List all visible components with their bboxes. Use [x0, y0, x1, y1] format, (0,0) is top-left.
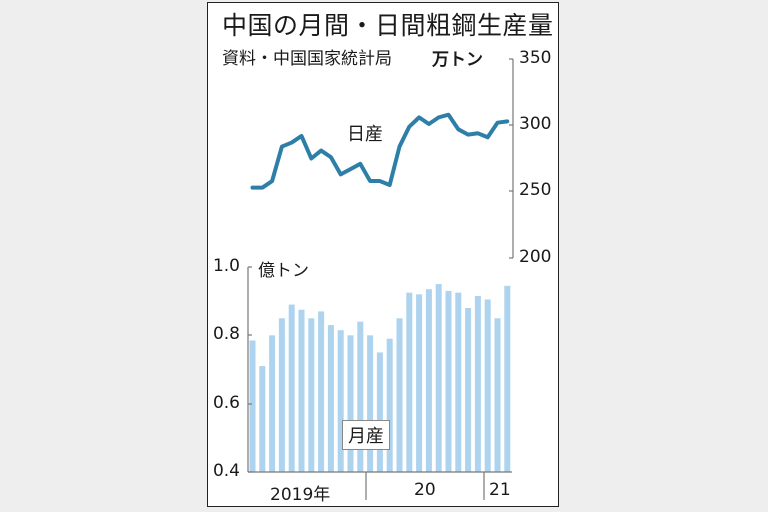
bar-series-label: 月産: [342, 420, 390, 450]
bar: [308, 318, 315, 472]
left-axis-unit: 億トン: [258, 261, 309, 281]
bar: [416, 294, 423, 472]
bar: [504, 285, 511, 472]
bar: [318, 311, 325, 472]
right-tick-250: 250: [519, 180, 552, 200]
left-tick-0-8: 0.8: [212, 324, 240, 344]
bar: [406, 292, 413, 472]
left-tick-0-4: 0.4: [212, 461, 240, 481]
bar: [484, 299, 491, 472]
right-axis-unit: 万トン: [432, 50, 483, 70]
chart-source: 資料・中国国家統計局: [222, 49, 392, 69]
bar: [386, 338, 393, 472]
bar: [347, 335, 354, 472]
bar: [367, 335, 374, 472]
bar: [278, 318, 285, 472]
bar: [396, 318, 403, 472]
chart-title: 中国の月間・日間粗鋼生産量: [222, 11, 554, 40]
bar: [435, 284, 442, 472]
bar: [445, 290, 452, 472]
bar: [298, 309, 305, 472]
bar: [288, 304, 295, 472]
x-label-2020: 20: [414, 480, 436, 500]
bar: [425, 289, 432, 472]
x-label-2021: 21: [489, 480, 511, 500]
right-tick-350: 350: [519, 48, 552, 68]
bar: [465, 308, 472, 472]
x-label-2019: 2019年: [270, 485, 331, 505]
bar: [259, 366, 266, 472]
bar: [269, 335, 276, 472]
right-tick-200: 200: [519, 247, 552, 267]
bar: [327, 325, 334, 472]
right-tick-300: 300: [519, 114, 552, 134]
left-tick-0-6: 0.6: [212, 393, 240, 413]
bar: [357, 321, 364, 472]
left-tick-1-0: 1.0: [212, 256, 240, 276]
daily-output-line: [250, 112, 510, 190]
bar: [337, 330, 344, 472]
bar: [494, 318, 501, 472]
bar: [474, 296, 481, 472]
bar: [455, 292, 462, 472]
chart-axes: [247, 58, 514, 500]
bar: [249, 340, 256, 472]
monthly-bars: [249, 284, 511, 472]
line-series-label: 日産: [347, 124, 383, 145]
bar: [376, 352, 383, 472]
